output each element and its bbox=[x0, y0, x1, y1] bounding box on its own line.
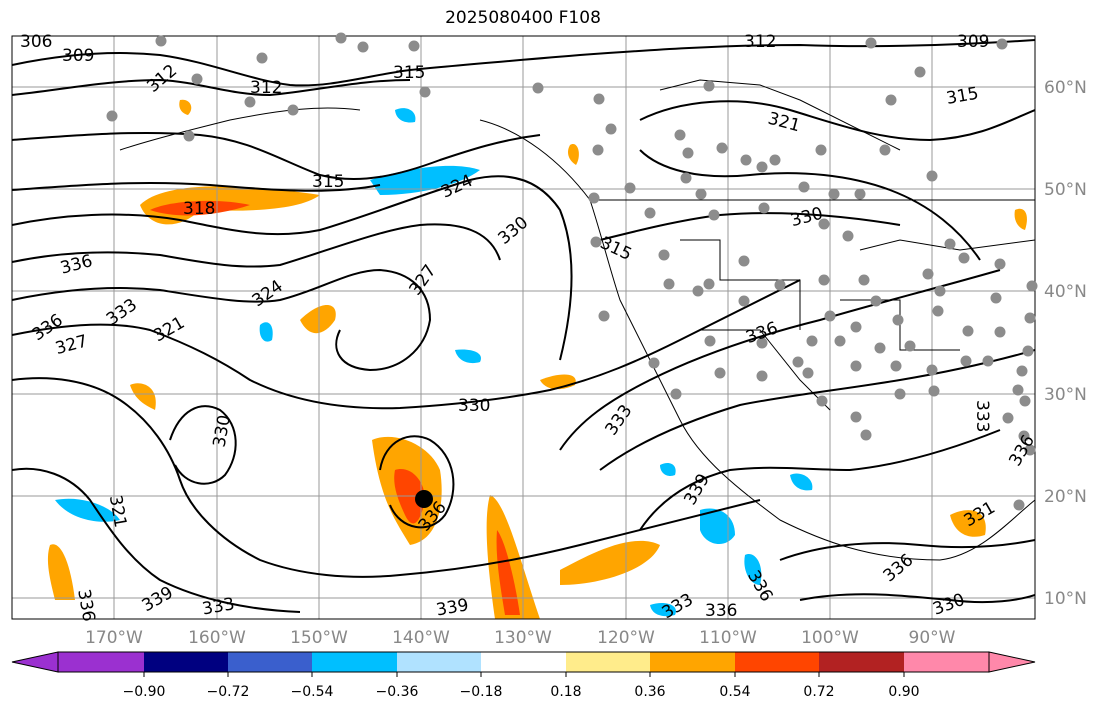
lat-label: 10°N bbox=[1044, 589, 1087, 609]
colorbar-label: −0.90 bbox=[123, 684, 166, 700]
colorbar-swatch bbox=[566, 652, 650, 672]
colorbar-swatch bbox=[58, 652, 144, 672]
contour-label: 312 bbox=[744, 32, 776, 52]
colorbar: −0.90 −0.72 −0.54 −0.36 −0.18 0.18 0.36 … bbox=[11, 651, 1036, 700]
colorbar-label: −0.72 bbox=[207, 684, 250, 700]
longitude-axis: 170°W 160°W 150°W 140°W 130°W 120°W 110°… bbox=[85, 628, 956, 648]
lon-label: 160°W bbox=[188, 628, 246, 648]
colorbar-swatch bbox=[650, 652, 735, 672]
contour-label: 315 bbox=[312, 172, 344, 192]
contour-label: 330 bbox=[458, 396, 490, 416]
colorbar-label: 0.36 bbox=[634, 684, 665, 700]
lat-label: 60°N bbox=[1044, 78, 1087, 98]
colorbar-extend-low bbox=[11, 651, 59, 673]
lon-label: 110°W bbox=[699, 628, 757, 648]
lat-label: 40°N bbox=[1044, 282, 1087, 302]
contour-label: 306 bbox=[20, 32, 52, 52]
contour-label: 336 bbox=[705, 601, 737, 621]
storm-center-marker bbox=[415, 490, 433, 508]
lat-label: 20°N bbox=[1044, 487, 1087, 507]
colorbar-swatch bbox=[735, 652, 819, 672]
lon-label: 170°W bbox=[85, 628, 143, 648]
colorbar-label: −0.54 bbox=[291, 684, 334, 700]
colorbar-swatch bbox=[144, 652, 228, 672]
colorbar-label: 0.18 bbox=[550, 684, 581, 700]
lon-label: 90°W bbox=[909, 628, 956, 648]
colorbar-swatch bbox=[228, 652, 312, 672]
colorbar-label: −0.36 bbox=[376, 684, 419, 700]
lon-label: 150°W bbox=[290, 628, 348, 648]
contour-label: 315 bbox=[393, 63, 425, 83]
lat-label: 30°N bbox=[1044, 385, 1087, 405]
station-dots bbox=[106, 32, 1038, 511]
theta-contours bbox=[12, 39, 1035, 613]
colorbar-label: −0.18 bbox=[460, 684, 503, 700]
contour-label: 309 bbox=[957, 32, 989, 52]
colorbar-swatch bbox=[904, 652, 989, 672]
colorbar-swatch bbox=[481, 652, 566, 672]
latitude-axis: 60°N 50°N 40°N 30°N 20°N 10°N bbox=[1044, 78, 1087, 609]
contour-label: 312 bbox=[250, 78, 282, 98]
colorbar-swatch bbox=[819, 652, 904, 672]
lon-label: 120°W bbox=[597, 628, 655, 648]
lon-label: 140°W bbox=[392, 628, 450, 648]
colorbar-swatch bbox=[397, 652, 481, 672]
colorbar-swatch bbox=[312, 652, 397, 672]
colorbar-label: 0.90 bbox=[888, 684, 919, 700]
colorbar-extend-high bbox=[988, 651, 1036, 673]
colorbar-label: 0.54 bbox=[719, 684, 750, 700]
lon-label: 100°W bbox=[801, 628, 859, 648]
colorbar-label: 0.72 bbox=[803, 684, 834, 700]
contour-label: 318 bbox=[183, 199, 215, 219]
map-title: 2025080400 F108 bbox=[445, 8, 601, 28]
lon-label: 130°W bbox=[494, 628, 552, 648]
contour-label: 333 bbox=[972, 400, 992, 432]
contour-label: 309 bbox=[62, 46, 94, 66]
lat-label: 50°N bbox=[1044, 180, 1087, 200]
map-panel bbox=[11, 35, 1036, 620]
